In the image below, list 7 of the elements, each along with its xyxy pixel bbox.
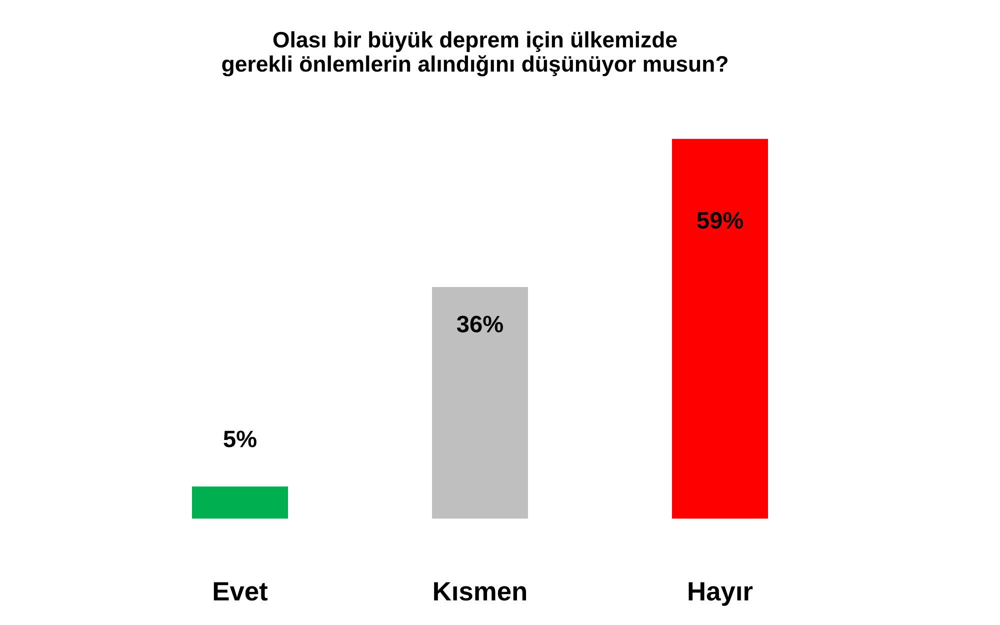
x-tick-label: Evet <box>214 582 268 601</box>
data-label: 36% <box>456 316 504 332</box>
x-tick-label: Hayır <box>688 582 753 606</box>
data-label: 5% <box>224 430 256 448</box>
chart-title: Olası bir büyük deprem için ülkemizde gerekli önlemlerin alındığını düşünüyor musun? <box>222 31 728 76</box>
data-label: 59% <box>697 212 744 229</box>
x-tick-label: Kısmen <box>434 582 526 601</box>
